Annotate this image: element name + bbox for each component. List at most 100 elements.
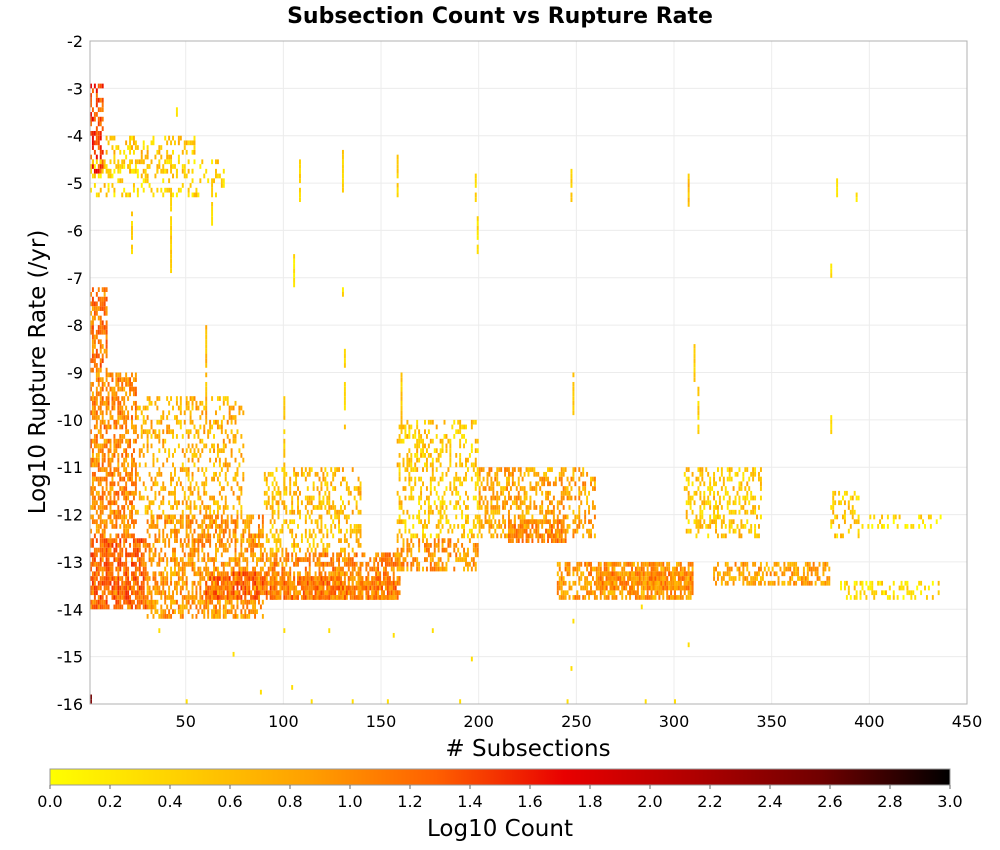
heatmap-cell [90,301,92,307]
heatmap-cell [117,533,120,539]
heatmap-cell [101,462,104,468]
heatmap-cell [261,514,264,520]
heatmap-cell [205,405,208,411]
heatmap-cell [496,476,499,482]
heatmap-cell [222,505,225,510]
heatmap-cell [144,604,147,610]
heatmap-cell [332,533,335,539]
heatmap-cell [252,533,255,539]
heatmap-cell [349,490,352,496]
heatmap-cell [478,476,481,482]
heatmap-cell [595,585,598,591]
heatmap-cell [160,514,163,520]
heatmap-cell [480,524,483,529]
heatmap-cell [115,372,118,378]
heatmap-cell [386,561,389,567]
heatmap-cell [150,590,153,596]
heatmap-cell [254,604,257,610]
heatmap-cell [291,533,294,539]
heatmap-cell [216,614,219,619]
heatmap-cell [365,585,368,591]
heatmap-cell [187,457,190,463]
heatmap-cell [138,566,141,572]
heatmap-cell [293,547,296,553]
heatmap-cell [179,590,182,596]
heatmap-cell [578,519,581,525]
heatmap-cell [97,381,100,387]
heatmap-cell [271,595,274,600]
heatmap-cell [306,471,309,477]
heatmap-cell [97,107,100,113]
heatmap-cell [117,438,120,444]
heatmap-cell [402,438,405,444]
heatmap-cell [181,561,184,567]
heatmap-cell [254,580,257,586]
heatmap-cell [181,571,184,577]
heatmap-cell [101,495,104,501]
heatmap-cell [338,576,341,581]
heatmap-cell [101,566,104,572]
heatmap-cell [396,538,399,543]
heatmap-cell [93,140,96,146]
heatmap-cell [304,467,307,472]
heatmap-cell [209,457,212,463]
heatmap-cell [488,467,491,472]
heatmap-cell [175,519,178,525]
heatmap-cell [113,168,116,174]
heatmap-cell [125,599,128,605]
heatmap-cell [97,528,100,534]
heatmap-cell [220,552,223,558]
heatmap-cell [257,514,260,520]
heatmap-cell [293,481,296,487]
heatmap-cell [158,149,161,155]
heatmap-cell [240,542,243,548]
heatmap-cell [590,561,592,567]
heatmap-cell [513,467,516,472]
heatmap-cell [511,528,514,534]
heatmap-cell [429,552,432,558]
heatmap-cell [160,609,163,615]
heatmap-cell [226,467,229,472]
heatmap-cell [566,476,569,482]
heatmap-cell [113,443,116,449]
heatmap-cell [218,462,221,468]
heatmap-cell [93,471,96,477]
heatmap-cell [277,509,280,515]
heatmap-cell [466,566,469,572]
heatmap-cell [103,381,106,387]
heatmap-cell [162,609,165,615]
heatmap-cell [191,149,194,155]
heatmap-cell [189,429,192,435]
heatmap-cell [97,547,100,553]
heatmap-cell [244,590,247,596]
heatmap-cell [195,595,198,600]
heatmap-cell [633,580,635,586]
heatmap-cell [177,187,180,193]
heatmap-cell [125,154,128,160]
chart-title: Subsection Count vs Rupture Rate [287,4,713,29]
heatmap-cell [465,471,467,477]
heatmap-cell [332,500,335,506]
heatmap-cell [687,595,690,600]
heatmap-cell [228,580,231,586]
heatmap-cell [314,561,317,567]
heatmap-cell [330,595,333,600]
heatmap-cell [343,571,346,577]
heatmap-cell [131,467,133,472]
heatmap-cell [185,173,188,179]
heatmap-cell [91,471,94,477]
heatmap-cell [246,590,249,596]
heatmap-cell [132,495,135,501]
heatmap-cell [125,381,128,387]
heatmap-cell [99,519,102,525]
heatmap-cell [240,585,243,591]
heatmap-cell [340,547,342,553]
heatmap-cell [90,310,92,316]
heatmap-cell [103,590,106,596]
heatmap-cell [466,457,469,463]
heatmap-cell [158,419,161,425]
heatmap-cell [679,576,682,581]
heatmap-cell [121,585,124,591]
heatmap-cell [297,580,299,586]
heatmap-cell [121,438,124,444]
